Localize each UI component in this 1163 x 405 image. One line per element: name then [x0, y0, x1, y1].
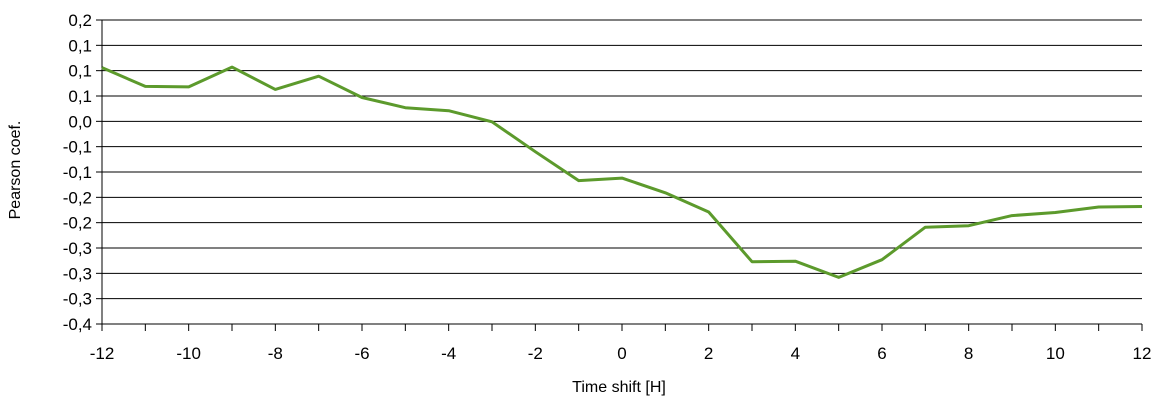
y-axis-title: Pearson coef. [7, 121, 24, 220]
x-tick-label: 4 [791, 344, 800, 363]
x-tick-label: -12 [90, 344, 115, 363]
x-tick-label: -4 [441, 344, 456, 363]
x-axis-title: Time shift [H] [572, 379, 666, 396]
x-tick-label: -6 [354, 344, 369, 363]
y-tick-label: 0,2 [68, 11, 92, 30]
x-tick-label: 6 [877, 344, 886, 363]
series-line [101, 65, 1143, 279]
y-tick-label: -0,1 [63, 138, 92, 157]
y-tick-label: -0,4 [63, 315, 92, 334]
x-tick-label: 8 [964, 344, 973, 363]
x-tick-label: -8 [268, 344, 283, 363]
gridlines [102, 19, 1142, 325]
y-tick-label: -0,2 [63, 188, 92, 207]
y-tick-label: -0,3 [63, 239, 92, 258]
x-tick-labels: -12 -10 -8 -6 -4 -2 0 2 4 6 8 10 12 [90, 344, 1152, 363]
y-tick-label: 0,0 [68, 112, 92, 131]
y-tick-label: -0,2 [63, 214, 92, 233]
axes [96, 19, 1143, 331]
y-tick-label: 0,1 [68, 62, 92, 81]
y-tick-label: 0,1 [68, 87, 92, 106]
series-layer [101, 65, 1143, 279]
y-tick-label: -0,3 [63, 264, 92, 283]
x-tick-label: -10 [176, 344, 201, 363]
y-tick-labels: 0,2 0,1 0,1 0,1 0,0 -0,1 -0,1 -0,2 -0,2 -0,3 -0,3 -… [63, 11, 92, 334]
y-tick-label: -0,3 [63, 290, 92, 309]
y-tick-label: -0,1 [63, 163, 92, 182]
x-tick-label: 10 [1046, 344, 1065, 363]
x-tick-label: -2 [528, 344, 543, 363]
y-tick-label: 0,1 [68, 36, 92, 55]
x-tick-label: 0 [617, 344, 626, 363]
x-tick-label: 12 [1133, 344, 1152, 363]
x-tick-label: 2 [704, 344, 713, 363]
